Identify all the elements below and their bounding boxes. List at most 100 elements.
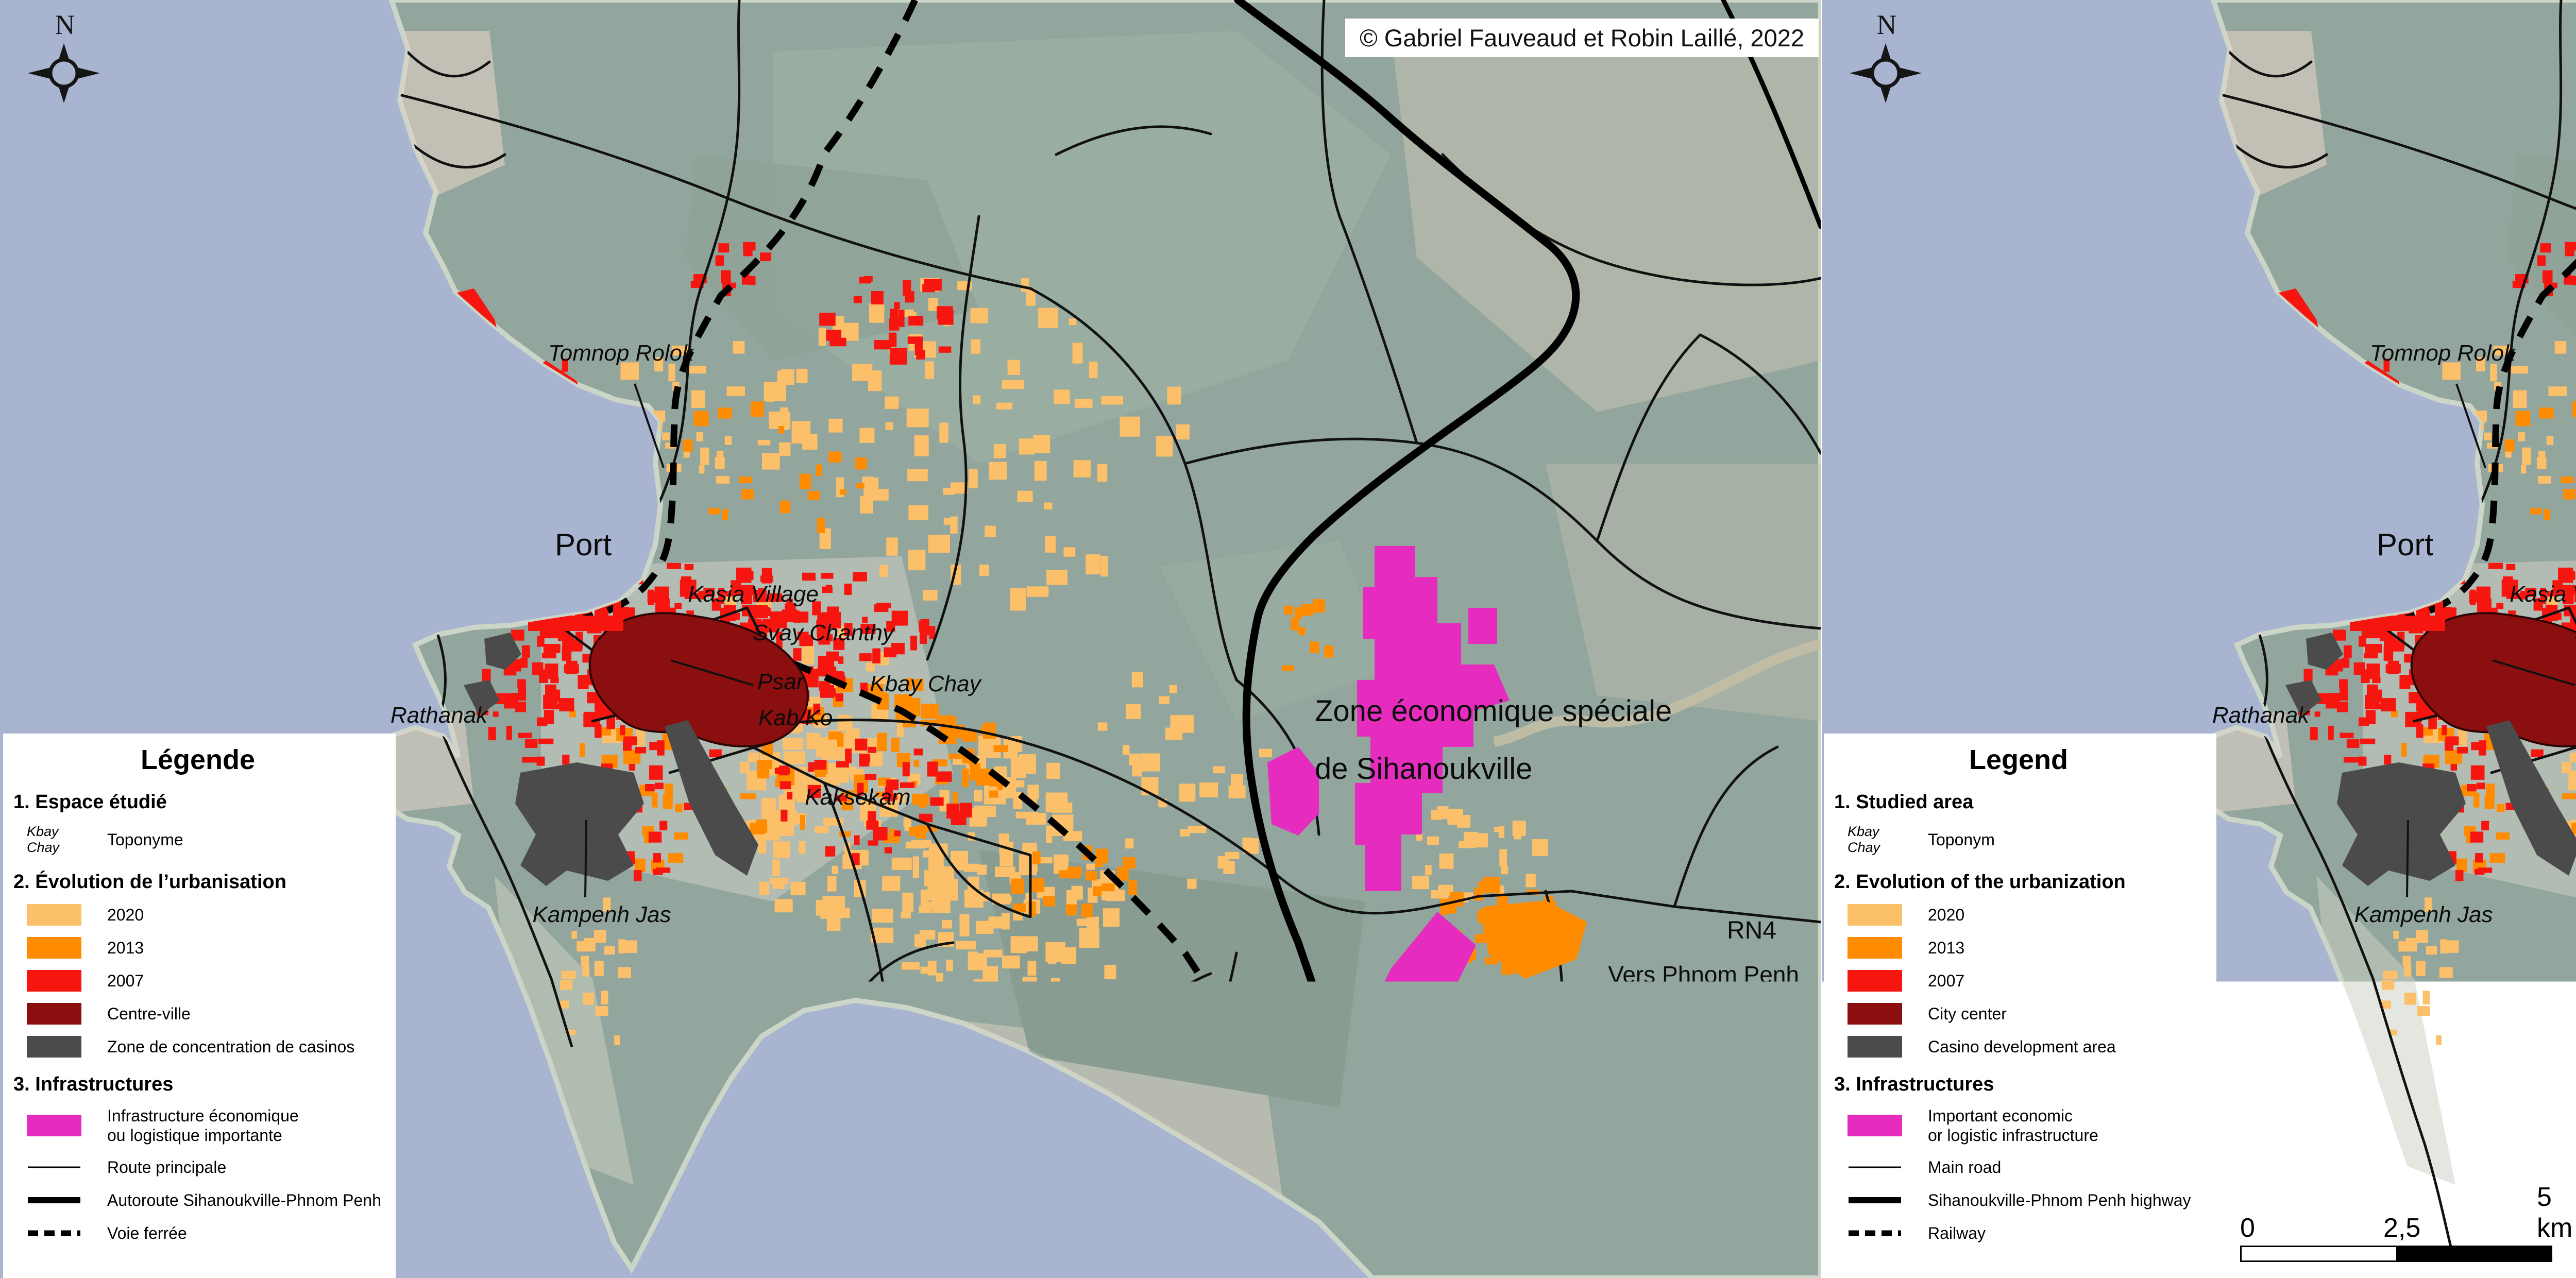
map-label: Psar <box>757 669 805 694</box>
map-label: Svay Chanthy <box>753 620 895 645</box>
legend-item: Centre-ville <box>27 1002 382 1025</box>
scale-bar-graphic <box>418 1246 731 1262</box>
map-label: Koki area <box>1009 1044 1105 1069</box>
legend-item-label-line: 2007 <box>107 971 144 991</box>
legend-item-label: Sihanoukville-Phnom Penh highway <box>1928 1190 2191 1210</box>
legend-line-sample-thin <box>1848 1161 1902 1173</box>
label-leader-line <box>585 820 586 897</box>
legend-item-label-line: Toponyme <box>107 830 183 849</box>
map-label: Rathanak <box>2212 703 2310 728</box>
map-label: Port <box>555 527 612 562</box>
legend-section-heading: 3. Infrastructures <box>1834 1073 2203 1096</box>
legend-key <box>27 1115 83 1136</box>
map-label: Kasia Village <box>688 582 819 607</box>
north-arrow: N <box>14 7 112 110</box>
legend-item: Zone de concentration de casinos <box>27 1035 382 1058</box>
legend-item-label-line: Autoroute Sihanoukville-Phnom Penh <box>107 1190 381 1210</box>
legend-key <box>27 1161 83 1173</box>
scale-tick-2: 5 km <box>715 1182 751 1243</box>
scale-ticks: 0 2,5 5 km <box>418 1212 748 1243</box>
legend-line-sample-thick <box>1848 1194 1902 1206</box>
legend-key <box>1848 1227 1904 1239</box>
map-label: Otres <box>891 1161 946 1186</box>
legend-swatch <box>1848 1003 1902 1025</box>
north-letter: N <box>1877 9 1897 40</box>
map-panel-french: Tomnop Rolok Port Kasia Village Svay Chanth… <box>0 0 1821 1278</box>
legend-swatch <box>27 937 81 959</box>
map-label: Tomnop Rolok <box>2370 340 2516 366</box>
map-label: Kbay Chay <box>870 671 982 696</box>
legend-item-label-line: Zone de concentration de casinos <box>107 1037 354 1057</box>
scale-tick-1: 2,5 <box>562 1213 599 1243</box>
legend-item-label-line: Infrastructure économique <box>107 1106 299 1126</box>
map-label: Kaksekam <box>805 785 910 810</box>
legend-item: 2020 <box>27 904 382 926</box>
copyright: © Gabriel Fauveaud et Robin Laillé, 2022 <box>1345 19 1819 57</box>
scale-bar-graphic <box>2240 1246 2552 1262</box>
legend-item: Important economic or logistic infrastruc… <box>1848 1106 2203 1146</box>
legend-item-label-line: Casino development area <box>1928 1037 2116 1057</box>
map-label: Spean Ches <box>890 1105 1014 1131</box>
legend-item-label-line: 2020 <box>107 905 144 925</box>
legend-item: 2013 <box>1848 936 2203 959</box>
legend-item-label: Toponym <box>1928 830 1995 849</box>
scale-tick-2: 5 km <box>2537 1182 2572 1243</box>
legend-toponym-sample-line: Kbay <box>1848 824 1904 840</box>
legend-item: 2013 <box>27 936 382 959</box>
legend-key <box>1848 937 1904 959</box>
legend-swatch <box>1848 904 1902 926</box>
legend-item-label: Zone de concentration de casinos <box>107 1037 354 1057</box>
legend-line-sample-thick <box>27 1194 81 1206</box>
legend-key <box>27 937 83 959</box>
legend-swatch <box>27 904 81 926</box>
legend-key <box>1848 1194 1904 1206</box>
scale-bar-black-segment <box>574 1247 729 1260</box>
legend-key <box>27 970 83 992</box>
map-panel-english: Tomnop RolokPortKasia VillageSvay Chanth… <box>1821 0 2576 1278</box>
legend-line-sample-dashed <box>1848 1227 1902 1239</box>
map-label: Kab Ko <box>758 705 833 730</box>
map-label: Vers Phnom Penh <box>1608 961 1799 988</box>
label-leader-line <box>2407 820 2408 897</box>
legend-item-label: 2013 <box>107 938 144 958</box>
legend-key <box>1848 904 1904 926</box>
legend-item: Autoroute Sihanoukville-Phnom Penh <box>27 1189 382 1212</box>
legend-item-label-line: or logistic infrastructure <box>1928 1126 2098 1145</box>
legend-item-label-line: 2013 <box>107 938 144 958</box>
legend-toponym-sample-line: Chay <box>1848 840 1904 856</box>
scale-bar-black-segment <box>2396 1247 2551 1260</box>
legend-item-label: 2007 <box>107 971 144 991</box>
legend-swatch <box>27 970 81 992</box>
legend-item-label: 2020 <box>107 905 144 925</box>
map-label: RN45 <box>1289 1189 1336 1211</box>
figure: Tomnop Rolok Port Kasia Village Svay Chanth… <box>0 0 2576 1278</box>
legend-item-label-line: City center <box>1928 1004 2007 1024</box>
legend-item: Kbay Chay Toponyme <box>27 824 382 856</box>
legend-item: Sihanoukville-Phnom Penh highway <box>1848 1189 2203 1212</box>
legend-item-label-line: Sihanoukville-Phnom Penh highway <box>1928 1190 2191 1210</box>
legend-item: Railway <box>1848 1222 2203 1245</box>
legend-item-label: Main road <box>1928 1157 2001 1177</box>
legend-item-label: 2007 <box>1928 971 1964 991</box>
legend-item-label: Autoroute Sihanoukville-Phnom Penh <box>107 1190 381 1210</box>
legend-swatch <box>27 1115 81 1136</box>
legend-toponym-sample-line: Kbay <box>27 824 83 840</box>
legend-item-label: Centre-ville <box>107 1004 191 1024</box>
map-label: Kasia Village <box>2510 582 2576 607</box>
legend-item-label: Important economic or logistic infrastruc… <box>1928 1106 2098 1146</box>
legend-swatch <box>1848 1036 1902 1058</box>
legend-key <box>27 1194 83 1206</box>
north-letter: N <box>55 9 75 40</box>
legend-item-label-line: Route principale <box>107 1157 226 1177</box>
legend-key <box>27 904 83 926</box>
legend-item: Route principale <box>27 1156 382 1179</box>
legend-swatch <box>1848 970 1902 992</box>
legend-item-label-line: 2007 <box>1928 971 1964 991</box>
map-label: Kampenh Jas <box>2354 902 2493 927</box>
scale-ticks: 0 2,5 5 km <box>2240 1212 2570 1243</box>
legend-item: 2007 <box>1848 969 2203 992</box>
legend-item-label: Casino development area <box>1928 1037 2116 1057</box>
legend-key: Kbay Chay <box>27 824 83 856</box>
legend-section-heading: 3. Infrastructures <box>13 1073 382 1096</box>
legend-item-label: Voie ferrée <box>107 1223 187 1243</box>
